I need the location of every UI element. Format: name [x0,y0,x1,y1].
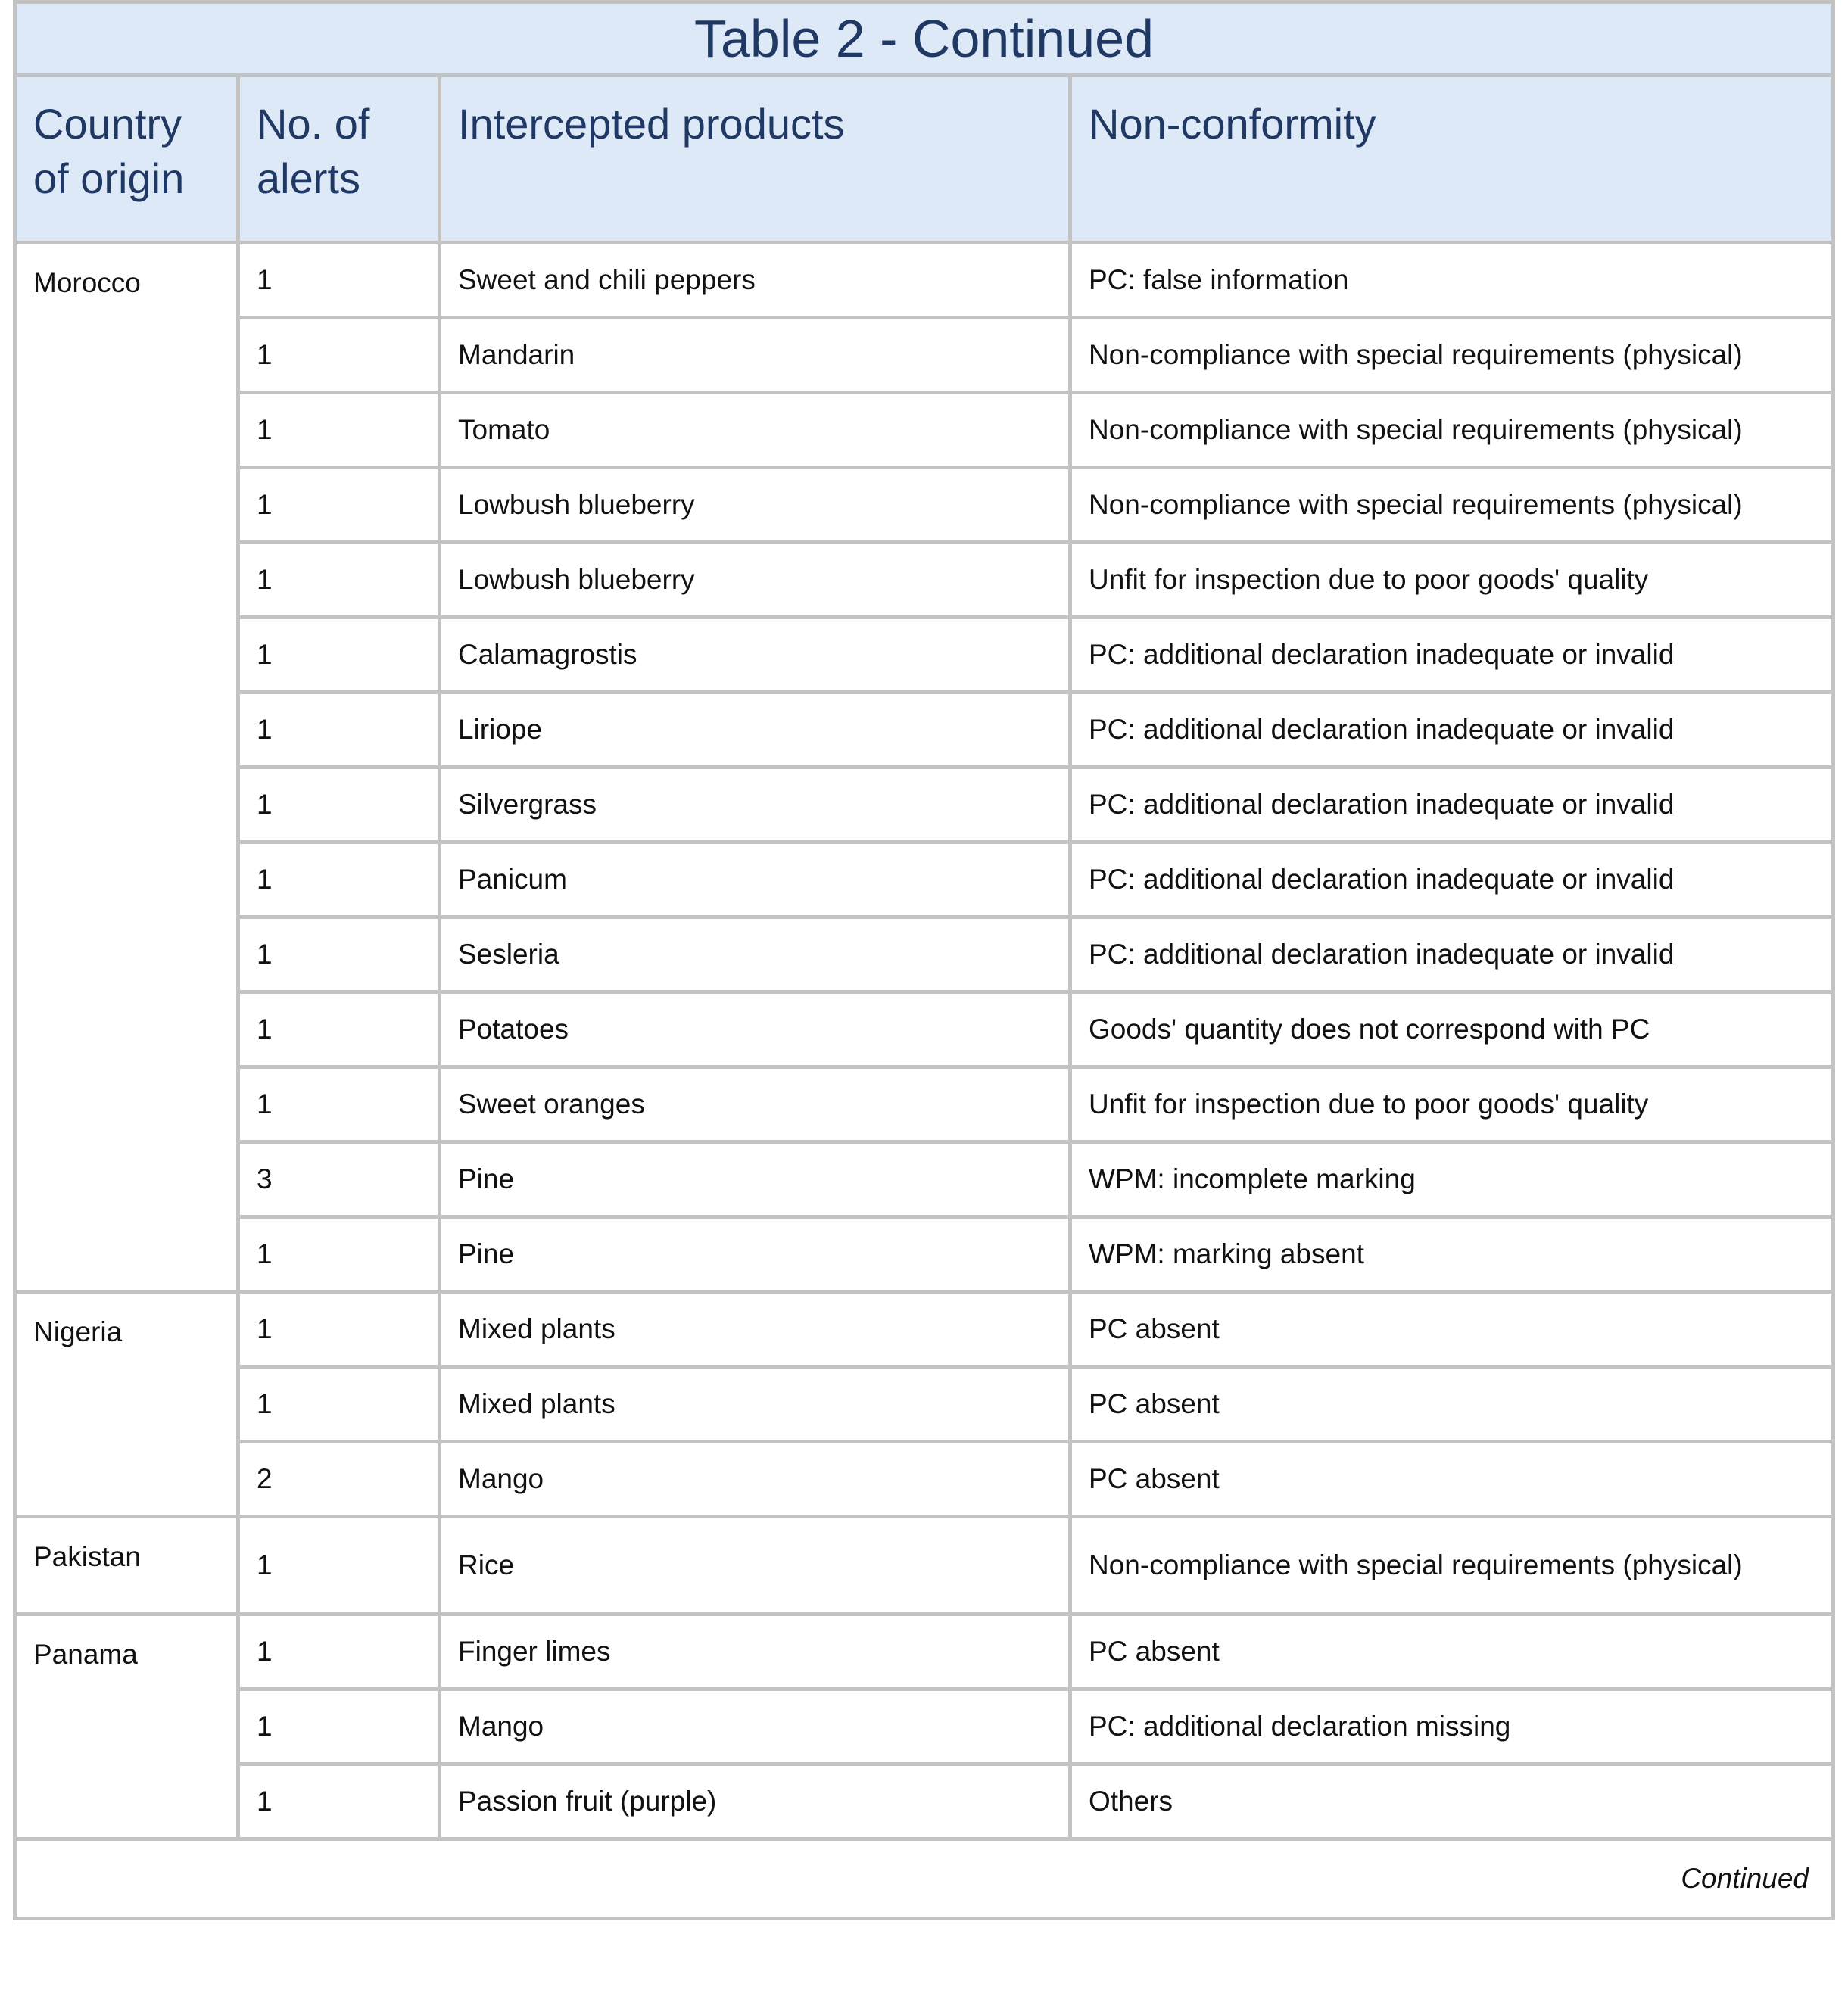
table-row: 2 Mango PC absent [15,1440,1836,1518]
product: Lowbush blueberry [438,466,1072,544]
table-row: 1 Mandarin Non-compliance with special req… [15,316,1836,394]
table-row: 1 Tomato Non-compliance with special requi… [15,391,1836,469]
product: Mango [438,1440,1072,1518]
alert-count: 1 [236,765,441,844]
alert-count: 1 [236,241,441,319]
alert-count: 1 [236,316,441,394]
column-header: No. of alerts [236,73,441,244]
product: Silvergrass [438,765,1072,844]
table-row: Panama 1 Finger limes PC absent [13,1612,1836,1841]
product: Sweet oranges [438,1065,1072,1144]
table-row: 1 Passion fruit (purple) Others [15,1762,1836,1841]
alert-count: 1 [236,1290,441,1369]
data-table: Table 2 - Continued Country of origin No.… [12,0,1836,1920]
table-row: 1 Mixed plants PC absent [15,1365,1836,1443]
non-conformity: WPM: incomplete marking [1067,1140,1836,1219]
product: Pine [438,1140,1072,1219]
product: Calamagrostis [438,615,1072,694]
product: Panicum [438,840,1072,919]
non-conformity: PC absent [1067,1440,1836,1518]
table-row: 1 Calamagrostis PC: additional declaration… [15,615,1836,694]
alert-count: 1 [236,1365,441,1443]
product: Liriope [438,690,1072,769]
non-conformity: PC: additional declaration missing [1067,1687,1836,1766]
table-row: Pakistan 1 Rice Non-compliance with special… [13,1515,1836,1616]
non-conformity: PC: additional declaration inadequate or… [1067,765,1836,844]
non-conformity: Unfit for inspection due to poor goods' … [1067,540,1836,619]
alert-count: 1 [236,1762,441,1841]
continued-note: Continued [12,1837,1836,1920]
table-row: 1 Potatoes Goods' quantity does not corres… [15,990,1836,1069]
non-conformity: PC: false information [1067,241,1836,319]
product: Mixed plants [438,1290,1072,1369]
product: Mango [438,1687,1072,1766]
table-row: 1 Mango PC: additional declaration missing [15,1687,1836,1766]
product: Finger limes [438,1612,1072,1691]
country: Morocco [13,241,240,1294]
table-row: 1 Sweet oranges Unfit for inspection due t… [15,1065,1836,1144]
product: Mixed plants [438,1365,1072,1443]
product: Sesleria [438,915,1072,994]
table-row: 1 Silvergrass PC: additional declaration i… [15,765,1836,844]
non-conformity: PC: additional declaration inadequate or… [1067,615,1836,694]
non-conformity: PC absent [1067,1365,1836,1443]
non-conformity: PC: additional declaration inadequate or… [1067,840,1836,919]
product: Passion fruit (purple) [438,1762,1072,1841]
non-conformity: Unfit for inspection due to poor goods' … [1067,1065,1836,1144]
table-row: 1 Liriope PC: additional declaration inade… [15,690,1836,769]
alert-count: 1 [236,915,441,994]
product: Mandarin [438,316,1072,394]
alert-count: 3 [236,1140,441,1219]
non-conformity: WPM: marking absent [1067,1215,1836,1294]
non-conformity: Non-compliance with special requirements… [1067,391,1836,469]
product: Lowbush blueberry [438,540,1072,619]
alert-count: 1 [236,1687,441,1766]
non-conformity: PC: additional declaration inadequate or… [1067,915,1836,994]
non-conformity: Goods' quantity does not correspond with… [1067,990,1836,1069]
non-conformity: PC absent [1067,1290,1836,1369]
table-title: Table 2 - Continued [12,0,1836,77]
non-conformity: Others [1067,1762,1836,1841]
alert-count: 1 [236,466,441,544]
alert-count: 1 [236,840,441,919]
table-row: Morocco 1 Sweet and chili peppers PC: false… [13,241,1836,1294]
non-conformity: Non-compliance with special requirements… [1067,466,1836,544]
product: Tomato [438,391,1072,469]
table-row: 1 Sesleria PC: additional declaration inad… [15,915,1836,994]
alert-count: 1 [236,1215,441,1294]
alert-count: 2 [236,1440,441,1518]
alert-count: 1 [236,990,441,1069]
alert-count: 1 [236,540,441,619]
country: Panama [13,1612,240,1841]
alert-count: 1 [236,615,441,694]
country: Nigeria [13,1290,240,1518]
table-row: 1 Panicum PC: additional declaration inade… [15,840,1836,919]
non-conformity: PC absent [1067,1612,1836,1691]
non-conformity: Non-compliance with special requirements… [1067,1515,1836,1616]
table-row: 3 Pine WPM: incomplete marking [15,1140,1836,1219]
table-row: 1 Lowbush blueberry Unfit for inspection d… [15,540,1836,619]
alert-count: 1 [236,391,441,469]
country: Pakistan [13,1515,240,1616]
product: Pine [438,1215,1072,1294]
column-header: Intercepted products [438,73,1072,244]
non-conformity: Non-compliance with special requirements… [1067,316,1836,394]
alert-count: 1 [236,690,441,769]
column-header: Country of origin [13,73,240,244]
table-row: 1 Pine WPM: marking absent [15,1215,1836,1294]
product: Potatoes [438,990,1072,1069]
non-conformity: PC: additional declaration inadequate or… [1067,690,1836,769]
product: Rice [438,1515,1072,1616]
column-header: Non-conformity [1067,73,1836,244]
table-row: 1 Lowbush blueberry Non-compliance with sp… [15,466,1836,544]
product: Sweet and chili peppers [438,241,1072,319]
alert-count: 1 [236,1065,441,1144]
alert-count: 1 [236,1515,441,1616]
table-row: Nigeria 1 Mixed plants PC absent [13,1290,1836,1518]
alert-count: 1 [236,1612,441,1691]
